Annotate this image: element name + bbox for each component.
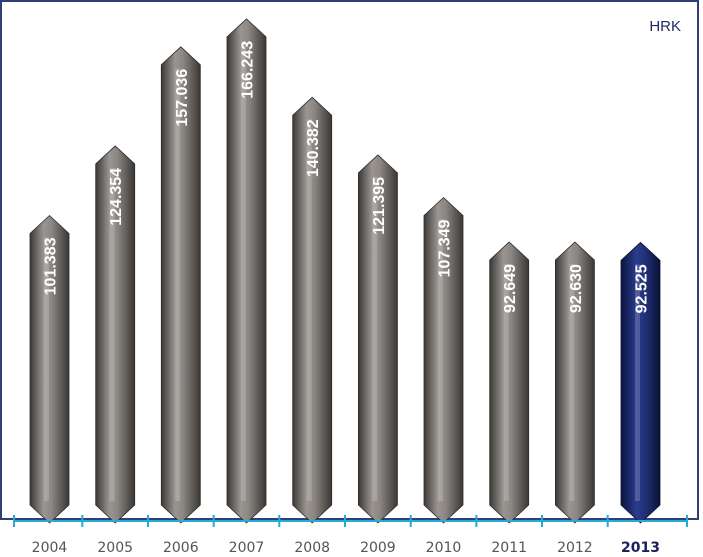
bar-value-label-2005: 124.354	[108, 168, 125, 226]
bar-2005	[95, 145, 136, 524]
x-tick-label-2004: 2004	[32, 540, 68, 556]
bar-2008	[292, 96, 333, 524]
x-tick-label-2012: 2012	[557, 540, 593, 556]
x-tick-label-2007: 2007	[229, 540, 265, 556]
bar-2012	[555, 241, 595, 524]
bar-value-label-2004: 101.383	[43, 237, 60, 295]
x-tick-label-2009: 2009	[360, 540, 396, 556]
x-tick-label-2013: 2013	[621, 540, 660, 556]
bar-value-label-2006: 157.036	[174, 69, 191, 127]
bar-2004	[29, 214, 70, 524]
bar-2009	[357, 154, 398, 524]
bar-2011	[489, 241, 530, 524]
x-tick-label-2010: 2010	[426, 540, 462, 556]
x-tick-label-2005: 2005	[97, 540, 133, 556]
x-tick-label-2006: 2006	[163, 540, 199, 556]
unit-label: HRK	[649, 18, 681, 35]
bar-value-label-2010: 107.349	[437, 219, 454, 277]
bar-2006	[160, 46, 201, 524]
x-tick-label-2011: 2011	[491, 540, 527, 556]
bar-value-label-2008: 140.382	[305, 119, 322, 177]
bar-value-label-2013: 92.525	[634, 264, 651, 313]
bar-value-label-2011: 92.649	[502, 264, 519, 313]
x-tick-label-2008: 2008	[294, 540, 330, 556]
bar-value-label-2007: 166.243	[240, 41, 257, 99]
bar-2013	[620, 241, 661, 524]
bar-value-label-2012: 92.630	[568, 264, 585, 313]
bar-2010	[423, 196, 464, 524]
bar-2007	[226, 18, 267, 524]
bar-value-label-2009: 121.395	[371, 177, 388, 235]
